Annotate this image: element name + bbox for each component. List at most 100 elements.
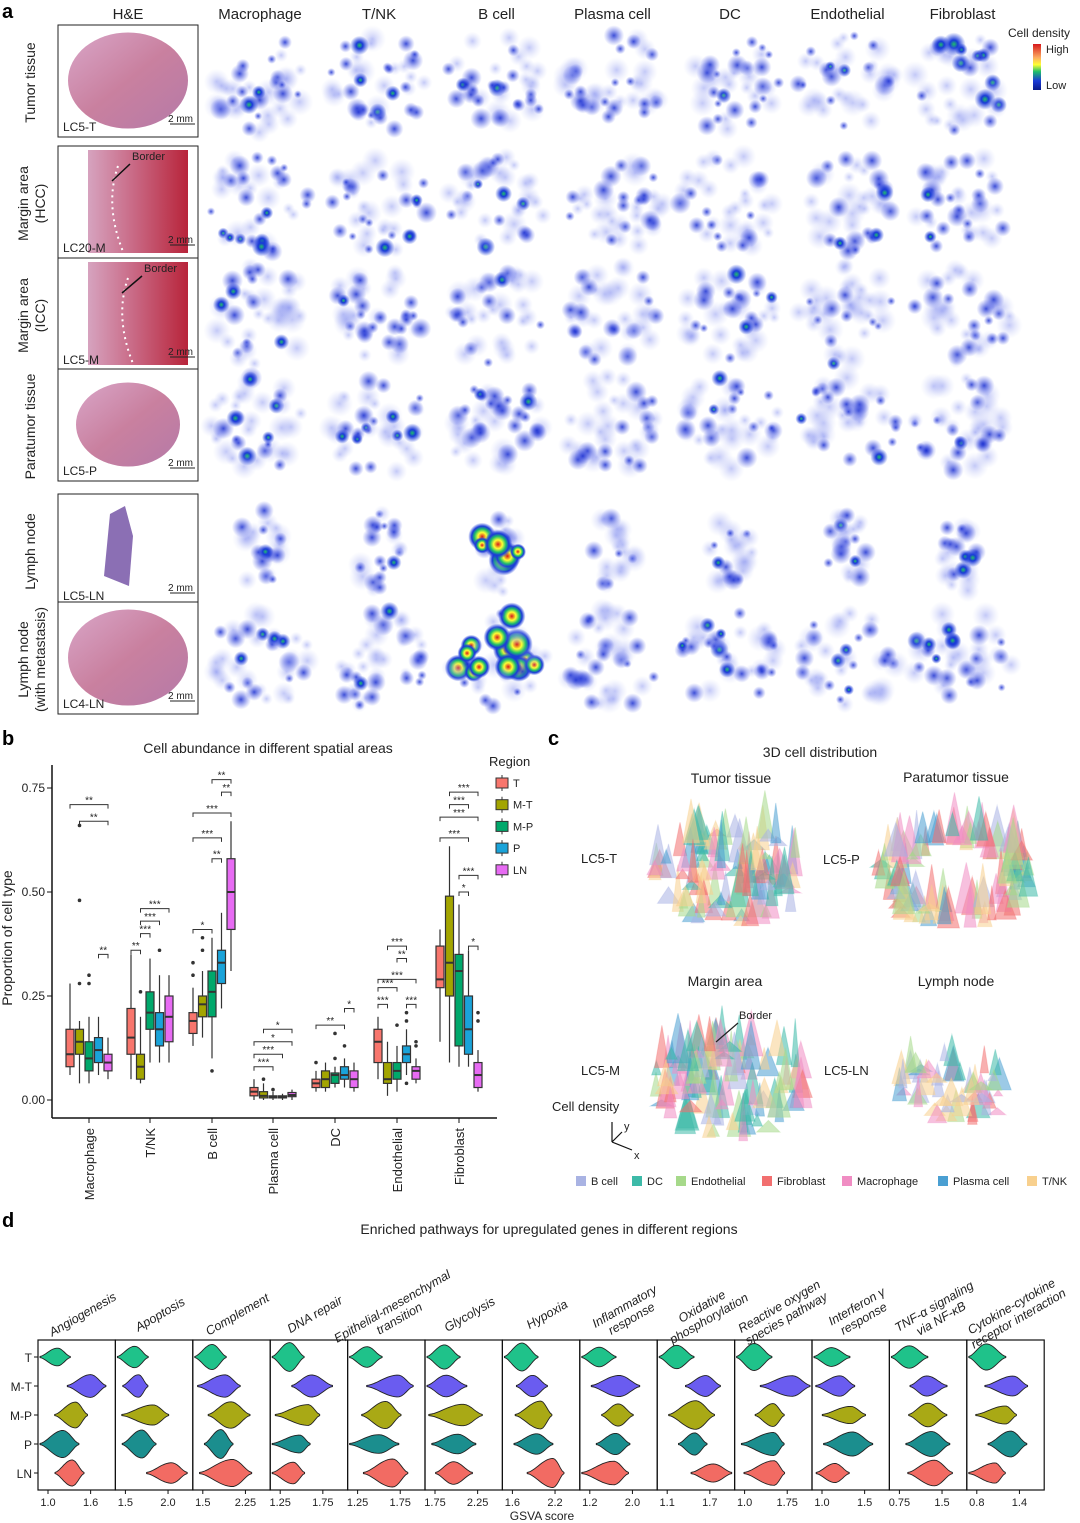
he-tissue bbox=[104, 506, 133, 586]
density-blob bbox=[747, 272, 768, 293]
violin bbox=[968, 1462, 1006, 1484]
x-tick-label: 1.2 bbox=[582, 1497, 597, 1509]
x-tick-label: DC bbox=[328, 1128, 343, 1147]
density-peak bbox=[898, 1058, 908, 1089]
density-blob bbox=[983, 289, 1005, 311]
significance-bracket bbox=[79, 820, 109, 826]
density-blob bbox=[809, 161, 836, 187]
significance-label: ** bbox=[218, 771, 226, 782]
density-blob bbox=[849, 31, 859, 41]
column-header: Plasma cell bbox=[574, 6, 651, 23]
density-blob bbox=[385, 119, 404, 138]
density-blob bbox=[923, 215, 938, 230]
density-blob bbox=[849, 244, 861, 256]
violin bbox=[366, 1374, 414, 1398]
density-peak bbox=[790, 827, 801, 858]
density-blob bbox=[595, 646, 612, 663]
density-blob bbox=[770, 405, 785, 420]
density-blob bbox=[500, 676, 528, 703]
density-blob bbox=[373, 310, 388, 325]
density-blob bbox=[363, 688, 382, 707]
density-blob bbox=[643, 295, 655, 307]
density-blob bbox=[375, 237, 395, 258]
density-blob bbox=[515, 173, 536, 194]
significance-bracket bbox=[140, 933, 151, 938]
density-blob bbox=[676, 287, 699, 310]
sample-label: LC4-LN bbox=[63, 697, 104, 711]
density-blob bbox=[263, 440, 273, 449]
density-peak bbox=[681, 798, 701, 844]
density-blob bbox=[838, 396, 855, 413]
density-blob bbox=[374, 650, 393, 669]
violin bbox=[428, 1403, 483, 1427]
legend-label: M-P bbox=[513, 821, 533, 833]
density-blob bbox=[843, 684, 854, 695]
density-peak bbox=[767, 1019, 786, 1057]
subplot-title: Paratumor tissue bbox=[903, 769, 1009, 785]
density-blob bbox=[762, 299, 782, 318]
density-peak bbox=[953, 1060, 967, 1081]
density-peak bbox=[793, 1059, 805, 1108]
density-blob bbox=[393, 340, 410, 357]
density-blob bbox=[386, 524, 402, 540]
density-blob bbox=[635, 186, 653, 205]
x-tick-label: Macrophage bbox=[82, 1128, 97, 1200]
density-blob bbox=[494, 573, 508, 587]
y-axis-label: Proportion of cell type bbox=[0, 870, 15, 1006]
density-blob bbox=[565, 211, 575, 221]
pathway-label: Angiogenesis bbox=[46, 1290, 119, 1340]
row-label-line: Margin area bbox=[15, 278, 31, 353]
density-blob bbox=[737, 59, 753, 75]
x-tick-label: 2.25 bbox=[235, 1497, 256, 1509]
subplot-sample-label: LC5-T bbox=[581, 851, 617, 866]
density-peak bbox=[687, 838, 699, 883]
column-header: B cell bbox=[478, 6, 515, 23]
density-peak bbox=[664, 1046, 679, 1060]
density-peak bbox=[945, 810, 960, 837]
density-blob bbox=[397, 191, 415, 209]
density-blob bbox=[760, 92, 783, 115]
row-label: Margin area(HCC) bbox=[15, 166, 48, 241]
density-blob bbox=[731, 143, 757, 170]
density-blob bbox=[739, 80, 754, 95]
row-label-line: Margin area bbox=[15, 166, 31, 241]
density-blob bbox=[258, 524, 269, 536]
density-blob bbox=[523, 338, 541, 355]
density-blob bbox=[579, 197, 594, 212]
density-blob bbox=[991, 428, 1007, 443]
density-blob bbox=[294, 663, 313, 682]
density-peak bbox=[914, 811, 932, 844]
x-tick-label: 1.5 bbox=[934, 1497, 949, 1509]
density-peak bbox=[678, 1099, 704, 1113]
significance-label: *** bbox=[391, 937, 403, 948]
subplot-sample-label: LC5-P bbox=[823, 852, 860, 867]
x-tick-label: 1.0 bbox=[40, 1497, 55, 1509]
density-blob bbox=[270, 638, 284, 652]
density-blob bbox=[709, 324, 732, 346]
violin bbox=[909, 1375, 948, 1397]
density-peak bbox=[765, 856, 779, 907]
density-blob bbox=[211, 647, 234, 670]
significance-label: * bbox=[347, 999, 351, 1010]
density-peak bbox=[740, 891, 760, 927]
significance-bracket bbox=[458, 891, 469, 896]
violin bbox=[595, 1432, 631, 1456]
density-blob bbox=[949, 398, 968, 417]
significance-label: *** bbox=[458, 783, 470, 794]
box bbox=[444, 895, 455, 997]
significance-bracket bbox=[439, 816, 479, 822]
density-blob bbox=[241, 120, 257, 137]
density-blob bbox=[953, 435, 966, 448]
density-blob bbox=[362, 603, 382, 624]
density-peak bbox=[891, 868, 917, 915]
density-blob bbox=[748, 99, 763, 114]
density-blob bbox=[625, 76, 636, 87]
row-label: Lymph node(with metastasis) bbox=[15, 607, 48, 712]
density-blob bbox=[498, 602, 526, 630]
violin bbox=[194, 1343, 227, 1371]
density-blob bbox=[409, 49, 420, 60]
significance-bracket bbox=[192, 812, 232, 817]
density-blob bbox=[240, 421, 258, 439]
scale-bar-label: 2 mm bbox=[168, 114, 193, 125]
